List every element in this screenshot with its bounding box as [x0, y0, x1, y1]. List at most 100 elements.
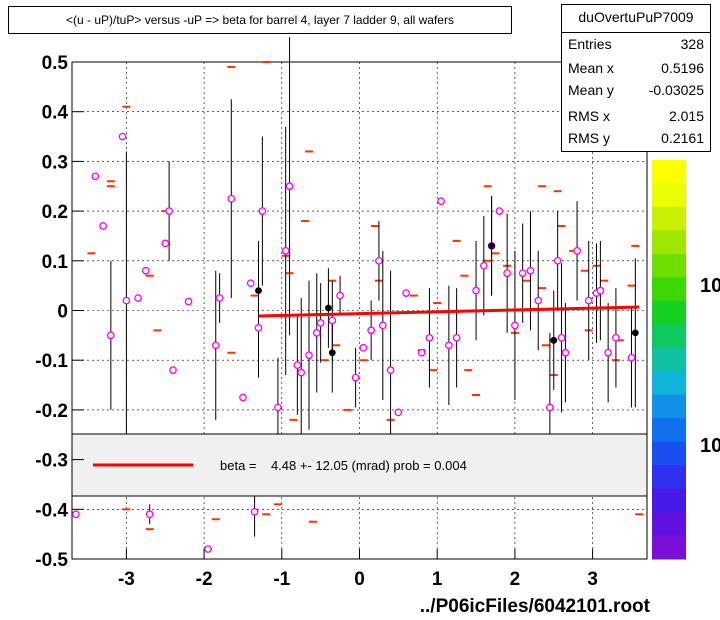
colorbar-segment — [652, 160, 686, 184]
data-point-open — [402, 289, 410, 297]
data-point-open — [375, 256, 383, 265]
y-tick-label: 0.2 — [42, 202, 68, 223]
data-point-open — [437, 197, 445, 206]
colorbar-segment — [652, 535, 686, 560]
data-point-open — [134, 294, 142, 302]
data-point-open — [627, 353, 636, 362]
data-point-open — [511, 321, 519, 330]
stat-label: Mean x — [568, 60, 614, 76]
colorbar-segment — [652, 441, 686, 466]
colorbar-label-upper: 10 — [700, 275, 720, 297]
stat-label: RMS x — [568, 108, 610, 124]
title-box: <(u - uP)/tuP> versus -uP => beta for ba… — [8, 6, 512, 34]
colorbar-label-lower: 10 — [700, 435, 720, 457]
data-point-open — [239, 393, 247, 402]
data-point-open — [336, 291, 344, 300]
data-point-open — [145, 510, 154, 519]
data-point-open — [557, 333, 566, 342]
colorbar-segment — [652, 300, 686, 325]
colorbar-segment — [652, 183, 686, 208]
data-point-open — [367, 326, 376, 335]
data-point-open — [99, 222, 107, 230]
data-point-open — [281, 247, 290, 255]
data-point-open — [417, 348, 426, 357]
data-point-open — [359, 343, 368, 352]
stat-label: Entries — [568, 36, 612, 52]
stat-value: 0.2161 — [661, 130, 704, 146]
data-point-open — [254, 324, 263, 332]
stat-label: Mean y — [568, 82, 614, 98]
data-point-open — [293, 361, 302, 370]
data-point-open — [503, 269, 511, 278]
fit-legend: beta = 4.48 +- 12.05 (mrad) prob = 0.004 — [71, 433, 648, 497]
y-tick-label: 0 — [57, 302, 68, 323]
colorbar-segment — [652, 394, 686, 419]
stat-value: -0.03025 — [648, 82, 704, 98]
data-point-open — [165, 207, 173, 215]
data-point-open — [479, 261, 488, 270]
y-tick-label: 0.1 — [42, 252, 69, 273]
data-point-open — [91, 172, 100, 181]
stats-title: duOvertuPuP7009 — [578, 9, 694, 25]
colorbar-segment — [652, 512, 686, 537]
data-point-open — [386, 366, 395, 374]
data-point-filled — [631, 329, 639, 337]
y-tick-label: -0.1 — [35, 351, 68, 372]
colorbar-segment — [652, 230, 686, 255]
stats-divider — [562, 32, 710, 33]
stat-row-rms-x: RMS x 2.015 — [568, 108, 704, 130]
x-tick-label: -2 — [196, 569, 213, 590]
x-tick-label: 2 — [510, 569, 521, 590]
stat-value: 2.015 — [668, 108, 704, 124]
stat-row-entries: Entries 328 — [568, 36, 704, 58]
y-tick-label: 0.3 — [42, 152, 68, 173]
y-tick-label: -0.2 — [35, 401, 68, 422]
data-point-filled — [328, 349, 336, 357]
colorbar-segment — [652, 253, 686, 278]
data-point-open — [553, 256, 562, 265]
data-point-open — [445, 341, 453, 350]
chart-title: <(u - uP)/tuP> versus -uP => beta for ba… — [66, 13, 454, 27]
colorbar-segment — [652, 418, 686, 443]
colorbar-segment — [652, 347, 686, 372]
x-axis: -3 -2 -1 0 1 2 3 — [118, 549, 598, 590]
stats-box: duOvertuPuP7009 Entries 328 Mean x 0.519… — [561, 4, 711, 152]
colorbar-segment — [652, 371, 686, 396]
stat-row-rms-y: RMS y 0.2161 — [568, 130, 704, 152]
data-point-open — [204, 545, 212, 553]
stat-row-mean-x: Mean x 0.5196 — [568, 60, 704, 82]
stat-row-mean-y: Mean y -0.03025 — [568, 82, 704, 104]
data-point-open — [378, 321, 387, 330]
data-point-open — [394, 408, 403, 417]
data-point-open — [526, 266, 535, 275]
colorbar — [652, 160, 686, 560]
data-point-open — [573, 247, 581, 255]
data-point-open — [472, 286, 480, 295]
data-point-open — [452, 333, 461, 342]
data-point-open — [184, 297, 193, 306]
data-point-filled — [550, 336, 558, 344]
data-point-open — [285, 182, 294, 191]
data-point-open — [118, 132, 127, 141]
colorbar-segment — [652, 277, 686, 302]
y-axis: -0.5 -0.4 -0.3 -0.2 -0.1 0 0.1 0.2 0.3 0.4 0.5 — [35, 53, 84, 571]
data-point-open — [604, 348, 612, 357]
x-tick-label: 3 — [587, 569, 598, 590]
data-point-open — [596, 286, 605, 295]
fit-line — [258, 305, 640, 318]
data-point-open — [107, 331, 115, 340]
colorbar-segment — [652, 206, 686, 231]
data-point-open — [169, 366, 177, 374]
data-point-open — [274, 403, 282, 412]
data-point-open — [141, 266, 150, 275]
data-points — [72, 132, 639, 553]
data-point-open — [425, 333, 434, 342]
data-point-open — [246, 279, 255, 288]
x-tick-label: -1 — [273, 569, 290, 590]
colorbar-segment — [652, 324, 686, 349]
file-path-label: ../P06icFiles/6042101.root — [419, 596, 650, 617]
data-point-open — [211, 341, 220, 350]
data-point-open — [612, 333, 620, 342]
x-tick-label: 1 — [432, 569, 443, 590]
